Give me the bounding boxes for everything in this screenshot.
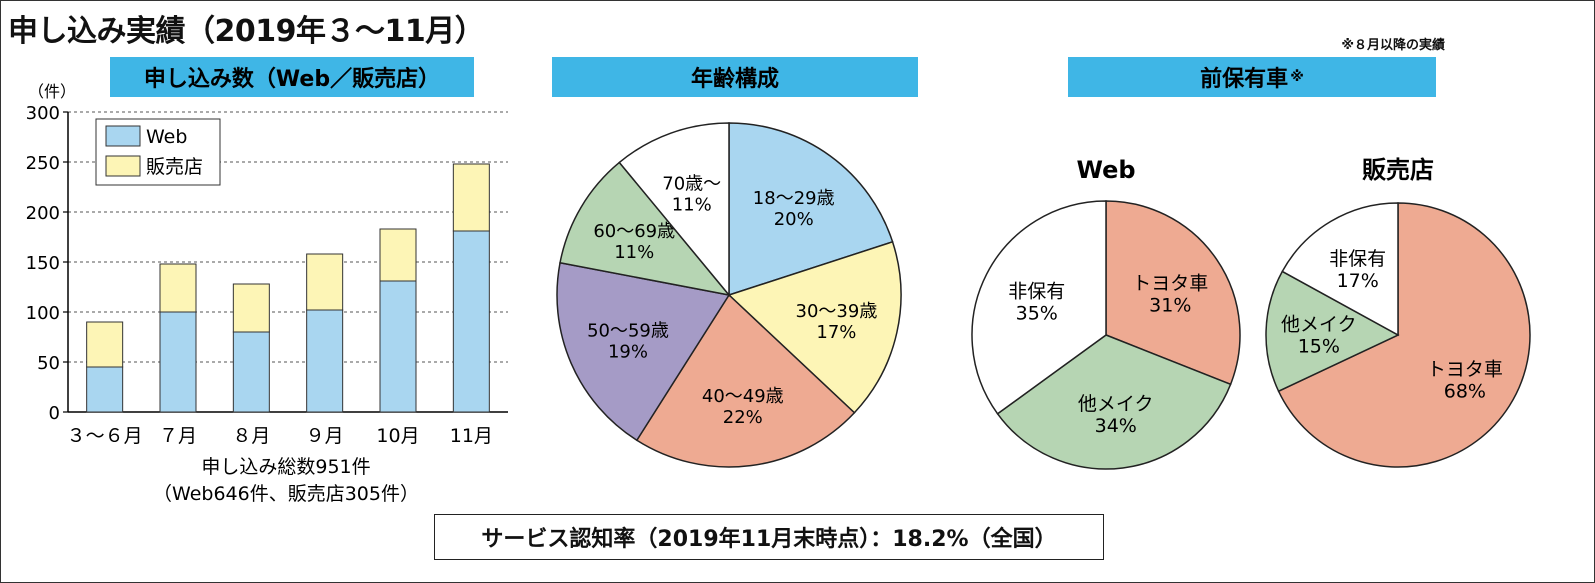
age-slice-value: 22% [723,407,763,428]
age-slice-value: 17% [816,322,856,343]
y-tick-label: 100 [26,303,60,324]
age-slice-label: 50～59歳 [587,321,669,342]
age-slice-label: 40～49歳 [702,386,784,407]
x-tick-label: ３～６月 [67,425,143,447]
legend-swatch [105,155,141,177]
age-chart-title: 年齢構成 [690,67,779,92]
awareness-footer: サービス認知率（2019年11月末時点）：18.2%（全国） [434,514,1104,560]
x-tick-label: ８月 [232,425,270,447]
bar-segment-store [452,163,490,232]
web-car-slice-value: 35% [1016,303,1058,325]
bar-segment-store [379,228,417,282]
age-slice [559,161,731,297]
web-car-slice-value: 31% [1149,294,1191,316]
footnote-note: ※８月以降の実績 [1341,38,1445,53]
bar-chart: （件） 0 50 100 150 200 250 300 ３～６月 ７月 ８月 ９月 10月 11月 Web… [26,82,508,505]
y-tick-label: 0 [49,403,60,424]
x-tick-label: ９月 [306,425,344,447]
legend-label: 販売店 [146,156,203,178]
breakdown-annotation: （Web646件、販売店305件） [153,483,419,505]
y-axis-unit: （件） [28,82,76,101]
bar-chart-title: 申し込み数（Web／販売店） [143,67,441,92]
store-car-slice [1281,202,1399,337]
store-car-slice-label: 他メイク [1281,314,1357,336]
age-slice [618,122,730,298]
store-car-slice-label: トヨタ車 [1427,358,1503,380]
web-car-slice [1105,200,1241,386]
age-slice-value: 11% [614,242,654,263]
prev-car-banner: 前保有車 ※ [1068,57,1436,97]
x-tick-label: 11月 [450,425,493,447]
age-slice [635,293,856,468]
bar-segment-store [159,263,197,313]
age-slice-label: 70歳～ [662,173,721,194]
age-slice [556,261,731,442]
bar-segment-store [232,283,270,333]
awareness-text: サービス認知率（2019年11月末時点）：18.2%（全国） [481,527,1057,552]
age-slice-value: 20% [774,209,814,230]
bar-segment-web [379,280,417,413]
store-car-slice [1265,270,1400,393]
y-tick-label: 250 [26,153,60,174]
store-car-slice-label: 非保有 [1329,248,1386,270]
bar-segment-web [306,309,344,413]
bar-segment-store [306,253,344,311]
web-pie-title: Web [1076,156,1135,184]
store-car-slice [1277,202,1531,468]
web-car-slice-label: トヨタ車 [1132,272,1208,294]
main-title: 申し込み実績（2019年３～11月） [8,14,485,49]
age-slice-value: 11% [672,194,712,215]
age-slice [728,122,894,297]
bar-segment-web [232,331,270,413]
web-car-slice-value: 34% [1095,415,1137,437]
age-slice-value: 19% [608,342,648,363]
x-tick-label: 10月 [376,425,419,447]
age-slice-label: 60～69歳 [593,221,675,242]
y-tick-label: 50 [37,353,60,374]
store-pie-title: 販売店 [1362,156,1434,184]
legend-swatch [105,125,141,147]
bar-segment-store [86,321,124,368]
bar-segment-web [159,311,197,413]
age-chart-banner: 年齢構成 [552,57,918,97]
web-car-slice [971,200,1107,415]
age-slice-label: 30～39歳 [796,301,878,322]
web-car-slice [996,334,1232,470]
y-tick-label: 300 [26,103,60,124]
store-car-slice-value: 17% [1337,270,1379,292]
y-tick-label: 150 [26,253,60,274]
bar-segment-web [452,230,490,413]
store-car-slice-value: 68% [1444,380,1486,402]
x-tick-label: ７月 [159,425,197,447]
prev-car-title-mark: ※ [1290,69,1304,85]
web-car-slice-label: 非保有 [1008,281,1065,303]
bar-segment-web [86,366,124,413]
prev-car-title: 前保有車 [1200,67,1289,92]
web-car-slice-label: 他メイク [1078,393,1154,415]
age-slice-label: 18～29歳 [753,188,835,209]
legend-label: Web [146,126,187,148]
age-slice [727,240,902,414]
store-car-slice-value: 15% [1298,336,1340,358]
total-annotation: 申し込み総数951件 [201,456,370,478]
bar-chart-banner: 申し込み数（Web／販売店） [110,57,474,97]
y-tick-label: 200 [26,203,60,224]
